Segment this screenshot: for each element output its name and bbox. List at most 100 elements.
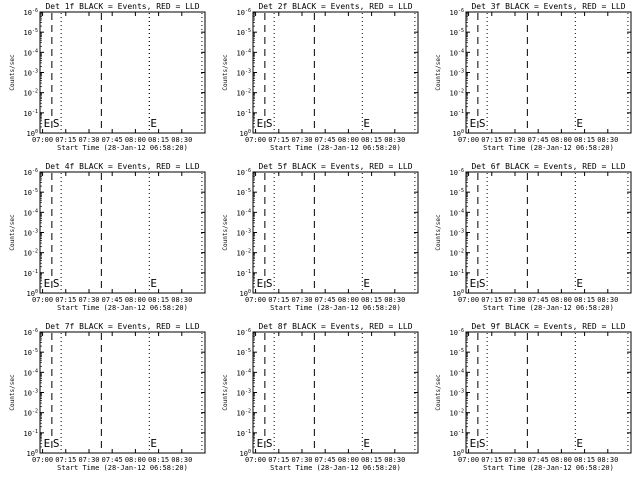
x-tick-label: 08:15 <box>361 296 382 304</box>
x-tick-label: 07:30 <box>291 456 312 464</box>
y-tick-label: 10-4 <box>237 368 251 377</box>
marker-label: S <box>266 277 273 290</box>
marker-label: E <box>44 117 51 130</box>
x-tick-label: 08:00 <box>125 456 146 464</box>
x-tick-label: 08:30 <box>597 136 618 144</box>
x-tick-label: 07:45 <box>528 456 549 464</box>
x-tick-label: 07:45 <box>102 296 123 304</box>
marker-label: S <box>266 437 273 450</box>
marker-label: E <box>576 277 583 290</box>
y-tick-label: 10-4 <box>450 48 464 57</box>
y-tick-label: 100 <box>453 449 464 458</box>
y-tick-label: 10-1 <box>24 269 38 278</box>
panel-title: Det 3f BLACK = Events, RED = LLD <box>471 2 625 11</box>
y-tick-label: 10-1 <box>450 109 464 118</box>
y-axis-label: Counts/sec <box>222 374 229 411</box>
y-tick-label: 10-1 <box>450 269 464 278</box>
x-axis-label: Start Time (28-Jan-12 06:58:20) <box>270 464 401 472</box>
y-tick-label: 10-6 <box>24 328 38 337</box>
y-tick-label: 10-6 <box>450 8 464 17</box>
y-tick-label: 100 <box>240 449 251 458</box>
x-tick-label: 08:30 <box>597 456 618 464</box>
x-tick-label: 08:30 <box>597 296 618 304</box>
y-tick-label: 10-4 <box>24 208 38 217</box>
x-tick-label: 08:00 <box>125 136 146 144</box>
plot-frame <box>252 331 419 454</box>
y-tick-label: 10-2 <box>450 249 464 258</box>
plot-frame <box>252 171 419 294</box>
plot-frame <box>465 171 632 294</box>
x-tick-label: 07:45 <box>315 296 336 304</box>
marker-label: S <box>53 117 60 130</box>
y-tick-label: 10-5 <box>237 188 251 197</box>
x-tick-label: 08:00 <box>125 296 146 304</box>
y-tick-label: 10-3 <box>237 69 251 78</box>
y-tick-label: 100 <box>27 449 38 458</box>
y-tick-label: 10-2 <box>450 409 464 418</box>
panel-title: Det 5f BLACK = Events, RED = LLD <box>258 162 412 171</box>
x-tick-label: 08:15 <box>148 296 169 304</box>
panel-8: Det 8f BLACK = Events, RED = LLD 100 10-1 1… <box>222 322 419 472</box>
marker-label: E <box>44 277 51 290</box>
y-tick-label: 10-6 <box>237 8 251 17</box>
x-axis-label: Start Time (28-Jan-12 06:58:20) <box>57 144 188 152</box>
y-tick-label: 10-3 <box>450 69 464 78</box>
x-tick-label: 07:15 <box>481 296 502 304</box>
marker-label: E <box>257 277 264 290</box>
x-tick-label: 07:00 <box>32 456 53 464</box>
y-tick-label: 100 <box>27 289 38 298</box>
x-tick-label: 07:30 <box>291 296 312 304</box>
x-tick-label: 07:45 <box>102 136 123 144</box>
panel-9: Det 9f BLACK = Events, RED = LLD 100 10-1 1… <box>435 322 632 472</box>
x-tick-label: 07:15 <box>481 456 502 464</box>
panel-title: Det 7f BLACK = Events, RED = LLD <box>45 322 199 331</box>
y-tick-label: 100 <box>240 289 251 298</box>
y-tick-label: 10-5 <box>24 28 38 37</box>
x-tick-label: 07:15 <box>55 296 76 304</box>
y-tick-label: 10-2 <box>237 249 251 258</box>
y-tick-label: 10-1 <box>237 269 251 278</box>
y-tick-label: 10-2 <box>450 89 464 98</box>
y-tick-label: 10-4 <box>237 208 251 217</box>
x-tick-label: 07:00 <box>458 136 479 144</box>
y-tick-label: 10-5 <box>237 348 251 357</box>
x-tick-label: 07:45 <box>315 456 336 464</box>
marker-label: E <box>257 117 264 130</box>
x-axis-label: Start Time (28-Jan-12 06:58:20) <box>483 144 614 152</box>
x-tick-label: 07:45 <box>528 136 549 144</box>
x-tick-label: 08:00 <box>338 296 359 304</box>
panel-4: Det 4f BLACK = Events, RED = LLD 100 10-1 1… <box>9 162 206 312</box>
x-tick-label: 07:15 <box>481 136 502 144</box>
x-axis-label: Start Time (28-Jan-12 06:58:20) <box>270 144 401 152</box>
x-tick-label: 07:30 <box>504 136 525 144</box>
x-tick-label: 08:00 <box>551 296 572 304</box>
panel-title: Det 6f BLACK = Events, RED = LLD <box>471 162 625 171</box>
x-tick-label: 07:00 <box>245 296 266 304</box>
x-axis-label: Start Time (28-Jan-12 06:58:20) <box>483 464 614 472</box>
y-tick-label: 10-4 <box>237 48 251 57</box>
marker-label: S <box>479 117 486 130</box>
y-tick-label: 10-6 <box>237 168 251 177</box>
x-tick-label: 07:15 <box>268 136 289 144</box>
x-tick-label: 08:15 <box>361 456 382 464</box>
x-tick-label: 08:15 <box>148 456 169 464</box>
y-tick-label: 100 <box>27 129 38 138</box>
x-tick-label: 08:15 <box>574 136 595 144</box>
marker-label: E <box>470 277 477 290</box>
marker-label: E <box>576 437 583 450</box>
plot-frame <box>39 11 206 134</box>
x-tick-label: 08:00 <box>338 456 359 464</box>
x-tick-label: 07:30 <box>291 136 312 144</box>
marker-label: E <box>576 117 583 130</box>
x-tick-label: 08:00 <box>551 456 572 464</box>
y-tick-label: 10-5 <box>24 348 38 357</box>
y-axis-label: Counts/sec <box>222 214 229 251</box>
panel-1: Det 1f BLACK = Events, RED = LLD 100 10-1 1… <box>9 2 206 152</box>
plot-frame <box>39 331 206 454</box>
panel-title: Det 4f BLACK = Events, RED = LLD <box>45 162 199 171</box>
y-tick-label: 10-4 <box>24 368 38 377</box>
x-tick-label: 08:30 <box>171 296 192 304</box>
x-tick-label: 07:00 <box>458 456 479 464</box>
x-tick-label: 08:30 <box>384 136 405 144</box>
